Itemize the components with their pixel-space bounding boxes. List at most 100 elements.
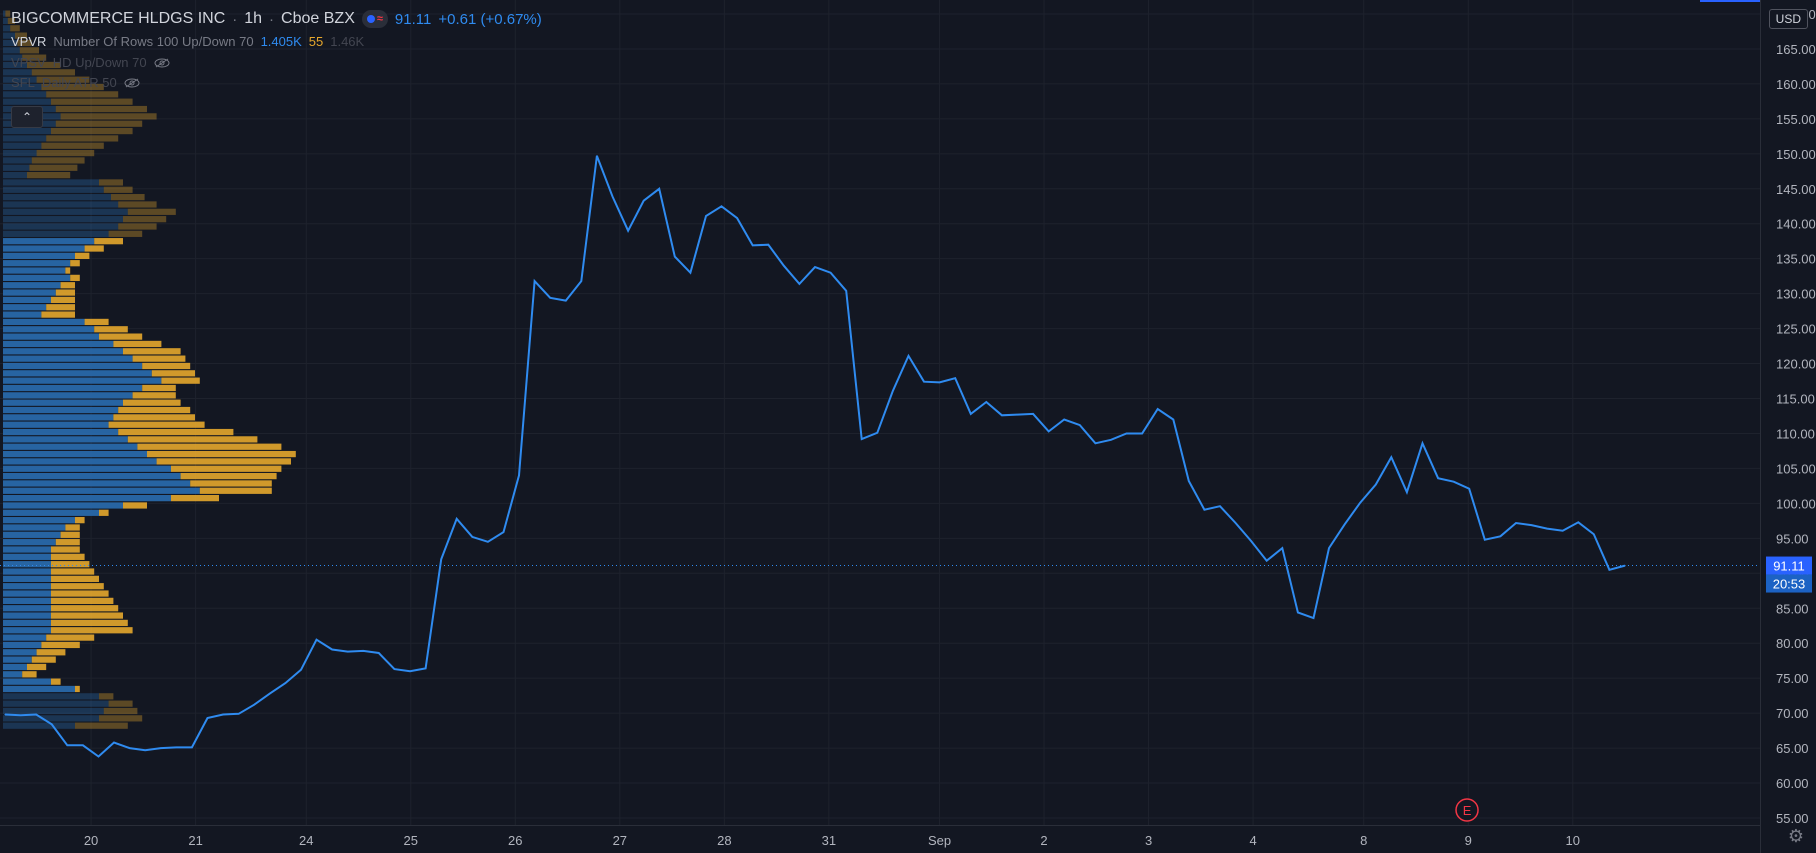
volume-bar-up [3, 179, 99, 186]
indicator-params: HD Up/Down 70 [52, 55, 147, 70]
volume-bar-down [55, 289, 75, 296]
volume-bar-down [118, 406, 191, 414]
volume-bar-down [147, 450, 296, 458]
volume-bar-down [31, 656, 56, 663]
x-tick-label: 3 [1145, 833, 1152, 848]
volume-bar-up [3, 517, 75, 524]
y-tick-label: 120.00 [1776, 357, 1816, 372]
volume-bar-up [3, 223, 119, 230]
market-status-chip[interactable]: ≈ [361, 10, 388, 28]
volume-bar-up [3, 715, 99, 722]
volume-bar-up [3, 707, 104, 715]
indicator-value-total: 1.46K [330, 34, 365, 49]
volume-bar-down [55, 539, 80, 546]
y-tick-label: 125.00 [1776, 322, 1816, 337]
volume-bar-down [151, 370, 195, 377]
hidden-eye-icon[interactable] [124, 78, 140, 88]
y-tick-label: 105.00 [1776, 461, 1816, 476]
volume-bar-up [3, 39, 18, 47]
x-tick-label: 24 [299, 833, 313, 848]
countdown-label: 20:53 [1773, 577, 1806, 592]
volume-bar-down [41, 641, 80, 649]
last-price: 91.11 [394, 10, 432, 28]
volume-bar-down [111, 194, 145, 201]
volume-bar-down [70, 260, 80, 267]
y-tick-label: 60.00 [1776, 776, 1809, 791]
volume-bar-down [46, 634, 95, 641]
volume-bar-down [51, 575, 99, 582]
indicator-legend-vpsv[interactable]: VPSV HD Up/Down 70 [11, 55, 170, 70]
symbol-legend[interactable]: BIGCOMMERCE HLDGS INC · 1h · Cboe BZX ≈ … [11, 10, 542, 28]
volume-bar-up [3, 47, 20, 54]
volume-bar-up [3, 612, 51, 619]
volume-bar-down [51, 678, 61, 685]
indicator-params: Daily ATR 50 [41, 75, 117, 90]
volume-bar-up [3, 164, 30, 171]
volume-bar-down [36, 649, 66, 656]
x-tick-label: Sep [928, 833, 951, 848]
volume-bar-down [51, 127, 133, 135]
volume-bar-up [3, 627, 51, 634]
volume-bar-up [3, 436, 128, 443]
volume-bar-down [55, 120, 143, 127]
volume-bar-down [94, 238, 123, 245]
volume-bar-down [46, 304, 75, 311]
volume-bar-down [41, 83, 104, 91]
volume-bar-down [19, 47, 39, 54]
indicator-legend-vpvr[interactable]: VPVR Number Of Rows 100 Up/Down 70 1.405… [11, 34, 364, 49]
volume-bar-down [36, 149, 95, 157]
volume-bar-up [3, 568, 51, 575]
volume-bar-up [3, 76, 37, 83]
collapse-legend-button[interactable]: ⌃ [11, 106, 43, 128]
volume-bar-up [3, 561, 51, 568]
y-tick-label: 140.00 [1776, 217, 1816, 232]
volume-bar-down [199, 487, 272, 494]
x-tick-label: 10 [1566, 833, 1580, 848]
volume-bar-down [118, 428, 234, 436]
volume-bar-down [51, 627, 133, 634]
volume-bar-up [3, 700, 109, 707]
volume-bar-up [3, 531, 61, 538]
x-tick-label: 8 [1360, 833, 1367, 848]
volume-bar-down [29, 164, 78, 171]
loading-accent [1700, 0, 1760, 2]
volume-bar-down [118, 223, 157, 230]
volume-bar-up [3, 252, 75, 259]
volume-bar-down [51, 590, 109, 597]
volume-bar-down [70, 274, 80, 282]
volume-bar-up [3, 685, 75, 693]
volume-bar-up [3, 575, 51, 582]
volume-bar-down [51, 597, 114, 605]
separator-dot: · [269, 10, 275, 28]
volume-bar-up [3, 186, 104, 193]
interval-label[interactable]: 1h [244, 10, 263, 27]
volume-bar-up [3, 157, 32, 164]
volume-bar-down [108, 421, 205, 428]
volume-bar-down [5, 10, 11, 17]
gear-icon[interactable]: ⚙ [1787, 826, 1804, 846]
volume-bar-up [3, 201, 119, 208]
volume-bar-up [3, 348, 123, 355]
indicator-legend-sfl[interactable]: SFL Daily ATR 50 [11, 75, 140, 90]
x-tick-label: 21 [188, 833, 202, 848]
volume-bar-up [3, 524, 66, 531]
volume-bar-up [3, 10, 6, 17]
price-change: +0.61 (+0.67%) [438, 10, 542, 28]
volume-bar-up [3, 289, 56, 296]
indicator-name: VPSV [11, 55, 46, 70]
volume-bar-up [3, 127, 51, 135]
volume-bar-up [3, 17, 8, 25]
currency-label[interactable]: USD [1768, 9, 1808, 29]
volume-bar-down [94, 326, 128, 333]
separator-dot: · [232, 10, 238, 28]
y-tick-label: 80.00 [1776, 636, 1809, 651]
hidden-eye-icon[interactable] [154, 58, 170, 68]
y-tick-label: 130.00 [1776, 287, 1816, 302]
y-tick-label: 155.00 [1776, 112, 1816, 127]
volume-bar-down [132, 355, 186, 362]
indicator-value-down: 55 [308, 34, 324, 49]
volume-bar-down [75, 252, 90, 259]
volume-bar-down [51, 296, 75, 304]
volume-bar-up [3, 370, 152, 377]
